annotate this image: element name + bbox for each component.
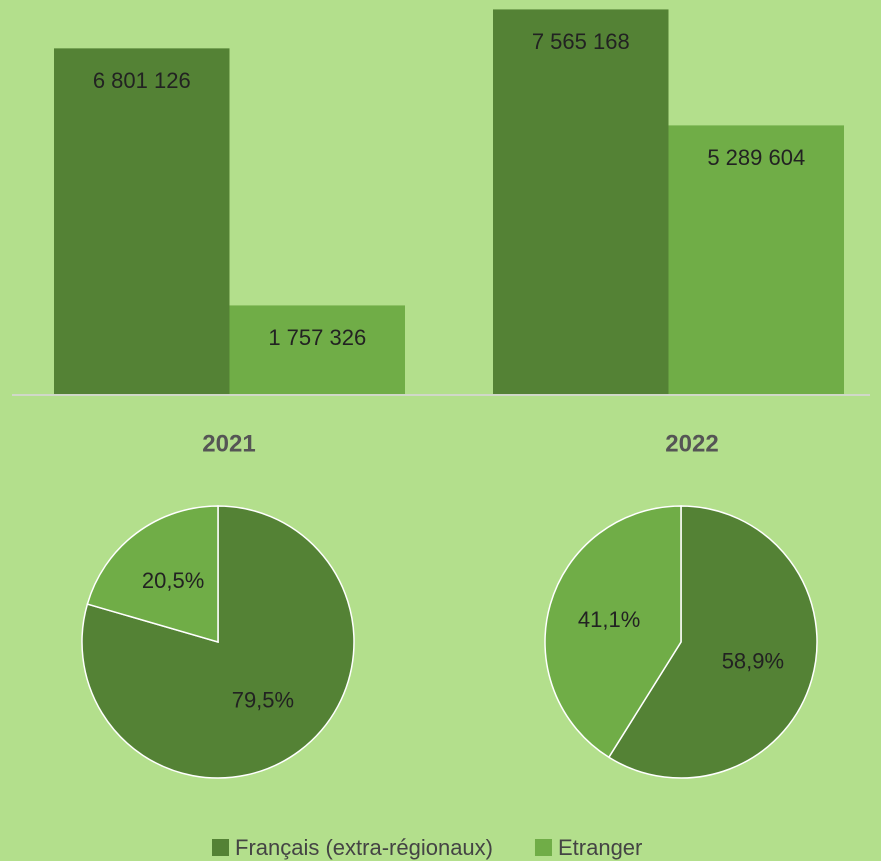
data-label: 41,1%: [578, 607, 640, 632]
data-label: 1 757 326: [268, 325, 366, 350]
pie-slice: [607, 505, 818, 779]
legend-swatch: [534, 839, 552, 856]
data-label: 79,5%: [232, 688, 294, 713]
data-label: 6 801 126: [93, 68, 191, 93]
data-label: 58,9%: [722, 648, 784, 673]
legend-label: Français (extra-régionaux): [235, 835, 493, 860]
legend-label: Etranger: [558, 835, 642, 860]
data-label: 5 289 604: [707, 145, 805, 170]
pie-title: 2021: [202, 430, 255, 457]
legend-swatch: [212, 839, 229, 856]
data-label: 20,5%: [142, 568, 204, 593]
bar: [668, 125, 844, 396]
pie-slice: [86, 505, 219, 643]
pie-slice: [544, 505, 682, 759]
data-label: 7 565 168: [532, 29, 630, 54]
pie-title: 2022: [665, 430, 718, 457]
bar: [493, 9, 669, 395]
bar: [54, 48, 230, 395]
bar: [229, 305, 405, 395]
